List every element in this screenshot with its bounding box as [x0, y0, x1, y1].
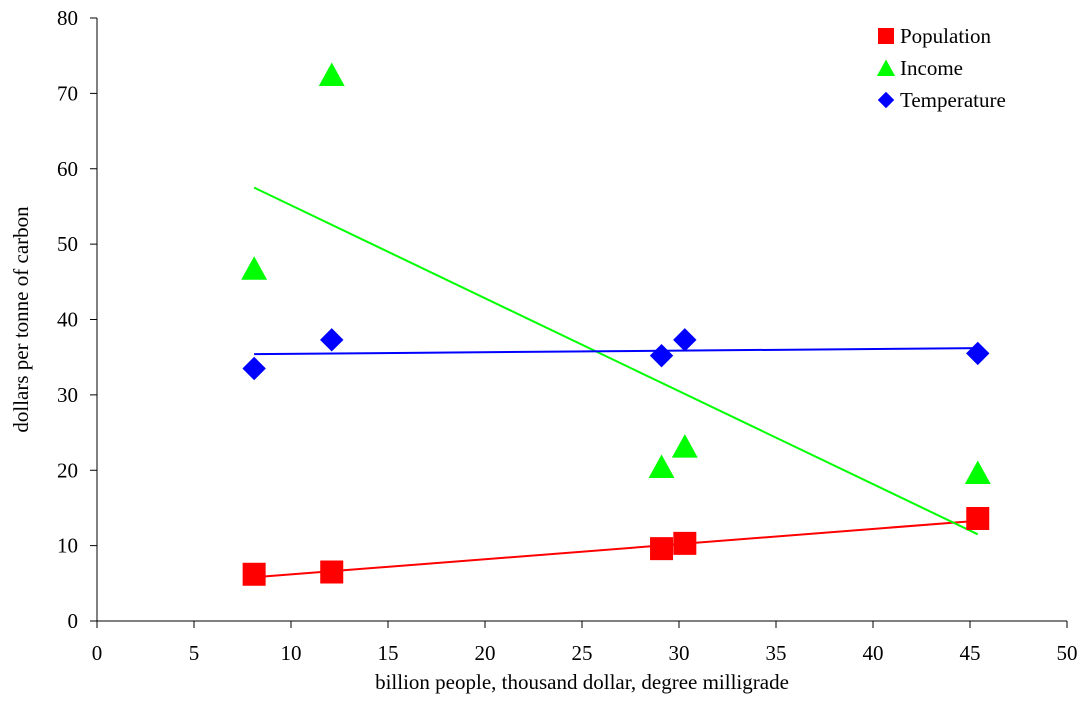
y-tick-label: 40 — [57, 308, 78, 332]
y-tick-label: 20 — [57, 458, 78, 482]
y-axis-title: dollars per tonne of carbon — [9, 206, 33, 433]
temperature-point — [966, 341, 990, 366]
income-point — [671, 434, 698, 458]
x-tick-label: 40 — [863, 641, 884, 665]
y-tick-label: 30 — [57, 383, 78, 407]
y-tick-label: 50 — [57, 232, 78, 256]
y-tick-label: 0 — [68, 609, 79, 633]
x-tick-label: 20 — [475, 641, 496, 665]
income-point — [318, 62, 345, 87]
legend-marker-temperature — [877, 91, 895, 109]
income-trendline — [253, 186, 979, 536]
population-point — [966, 506, 990, 530]
temperature-trendline — [254, 347, 978, 356]
y-tick-label: 60 — [57, 157, 78, 181]
legend-label-population: Population — [900, 24, 992, 48]
legend-marker-income — [876, 59, 896, 76]
y-tick-label: 70 — [57, 81, 78, 105]
legend-marker-population — [878, 28, 894, 44]
y-ticks: 0 10 20 30 40 50 60 70 80 — [57, 6, 97, 633]
markers — [241, 62, 991, 586]
x-tick-label: 5 — [189, 641, 200, 665]
population-point — [242, 562, 266, 586]
temperature-point — [649, 343, 674, 368]
x-tick-label: 45 — [960, 641, 981, 665]
legend-label-income: Income — [900, 56, 963, 80]
temperature-point — [673, 328, 697, 352]
x-tick-label: 35 — [766, 641, 787, 665]
legend: Population Income Temperature — [876, 24, 1006, 112]
x-axis-title: billion people, thousand dollar, degree … — [375, 670, 789, 694]
x-tick-label: 30 — [669, 641, 690, 665]
x-tick-label: 10 — [281, 641, 302, 665]
x-tick-label: 15 — [378, 641, 399, 665]
x-tick-label: 25 — [572, 641, 593, 665]
income-point — [241, 256, 268, 280]
y-tick-label: 10 — [57, 534, 78, 558]
trendlines — [253, 186, 979, 579]
income-point — [648, 454, 675, 478]
x-tick-label: 0 — [92, 641, 103, 665]
temperature-point — [320, 328, 344, 352]
income-point — [964, 460, 991, 485]
population-point — [650, 537, 674, 561]
population-point — [673, 531, 697, 555]
legend-label-temperature: Temperature — [900, 88, 1006, 112]
x-tick-label: 50 — [1057, 641, 1078, 665]
population-point — [320, 560, 344, 584]
x-ticks: 0 5 10 15 20 25 30 35 40 45 50 — [92, 621, 1078, 665]
y-tick-label: 80 — [57, 6, 78, 30]
axes: 0 5 10 15 20 25 30 35 40 45 50 0 10 20 30 40 50 60 70 80 — [57, 6, 1078, 665]
temperature-point — [242, 356, 266, 381]
population-trendline — [254, 519, 978, 579]
